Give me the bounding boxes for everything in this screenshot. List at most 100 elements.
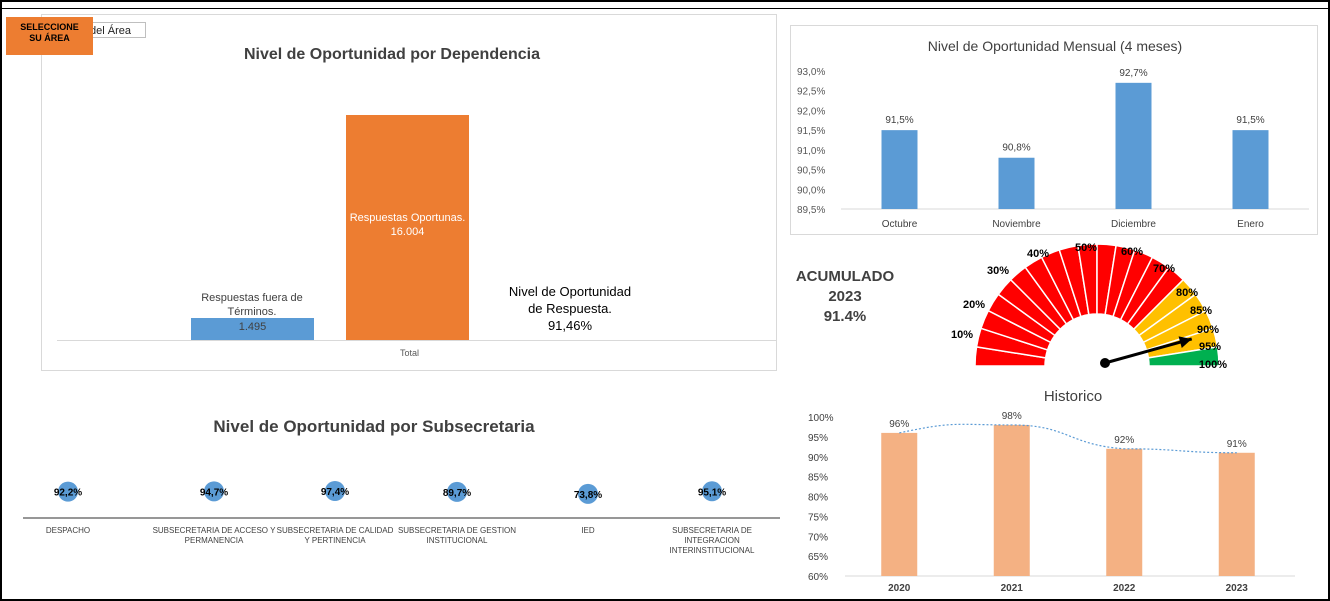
historico-chart-title: Historico [1044, 388, 1102, 405]
late-bar-label: Respuestas fuera de Términos. [182, 291, 322, 319]
historico-y-tick: 100% [808, 413, 834, 424]
historico-bar [1106, 448, 1143, 576]
dependencia-chart-title: Nivel de Oportunidad por Dependencia [243, 46, 541, 63]
gauge-tick-label: 80% [1176, 287, 1198, 299]
subsecretaria-value-label: 94,7% [200, 487, 228, 498]
subsecretaria-category-label: SUBSECRETARIA DE [672, 526, 752, 535]
historico-chart-panel: Historico 60% 65% 70% 75% 80% 85% 90% 95% 100% 96%… [800, 380, 1300, 598]
monthly-bar-label: 90,8% [1002, 143, 1030, 154]
level-label-line1: Nivel de Oportunidad [508, 284, 632, 299]
gauge-chart: 10% 20% 30% 40% 50% 60% 70%80% 85% 90% 95% 100% [951, 242, 1227, 371]
historico-bar-label: 92% [1114, 435, 1134, 446]
monthly-chart-panel: Nivel de Oportunidad Mensual (4 meses) 89… [790, 25, 1318, 235]
historico-x-label: 2023 [1226, 583, 1249, 594]
monthly-x-label: Diciembre [1111, 219, 1156, 230]
subsecretaria-dot [204, 481, 224, 502]
subsecretaria-dot [702, 481, 722, 502]
historico-y-tick: 70% [808, 532, 828, 543]
subsecretaria-category-label: INTERINSTITUCIONAL [670, 546, 755, 555]
dependencia-category-label: Total [399, 348, 419, 358]
monthly-y-tick: 92,0% [797, 106, 825, 117]
ontime-bar-label: Respuestas Oportunas. 16.004 [341, 211, 474, 239]
subsecretaria-dot [325, 481, 345, 501]
ontime-label: Respuestas Oportunas. [349, 212, 466, 224]
subsecretaria-category-label: INTEGRACION [684, 536, 740, 545]
gauge-needle-arrow [1178, 336, 1192, 348]
monthly-y-tick: 90,0% [797, 185, 825, 196]
gauge-needle-hub [1100, 358, 1110, 368]
subsecretaria-category-label: Y PERTINENCIA [304, 536, 366, 545]
gauge-tick-label: 20% [963, 299, 985, 311]
historico-bar [1218, 452, 1255, 576]
gauge-tick-label: 10% [951, 329, 973, 341]
late-label-line2: Términos. [227, 306, 277, 318]
monthly-bar [998, 157, 1035, 209]
gauge-segment [1147, 346, 1220, 367]
monthly-bar [1115, 82, 1152, 209]
gauge-tick-label: 50% [1075, 242, 1097, 254]
monthly-chart: Nivel de Oportunidad Mensual (4 meses) 89… [797, 38, 1309, 230]
monthly-y-tick: 91,0% [797, 146, 825, 157]
historico-x-label: 2022 [1113, 583, 1136, 594]
monthly-bar-label: 91,5% [885, 115, 913, 126]
ontime-value: 16.004 [390, 226, 425, 238]
late-bar [191, 318, 314, 340]
subsecretaria-chart-title: Nivel de Oportunidad por Subsecretaria [213, 417, 535, 436]
select-area-button[interactable]: SELECCIONE SU ÁREA [6, 17, 93, 55]
historico-y-tick: 65% [808, 552, 828, 563]
historico-trendline [899, 423, 1237, 454]
historico-bar [881, 432, 918, 576]
level-value: 91,46% [547, 318, 593, 333]
historico-x-label: 2021 [1001, 583, 1024, 594]
monthly-bar-label: 92,7% [1119, 68, 1147, 79]
select-area-label-line2: SU ÁREA [29, 33, 70, 43]
subsecretaria-category-label: DESPACHO [46, 526, 90, 535]
gauge-tick-label: 85% [1190, 305, 1212, 317]
subsecretaria-category-label: IED [581, 526, 595, 535]
subsecretaria-dot [58, 481, 78, 502]
historico-y-tick: 75% [808, 512, 828, 523]
subsecretaria-category-label: SUBSECRETARIA DE GESTION [398, 526, 516, 535]
subsecretaria-value-label: 95,1% [698, 487, 726, 498]
top-divider [0, 8, 1330, 9]
historico-x-label: 2020 [888, 583, 911, 594]
monthly-chart-title: Nivel de Oportunidad Mensual (4 meses) [928, 38, 1182, 54]
monthly-bar [1232, 130, 1269, 209]
monthly-y-tick: 90,5% [797, 166, 825, 177]
subsecretaria-value-label: 73,8% [574, 490, 602, 501]
area-select-field[interactable]: del Área [86, 22, 146, 38]
subsecretaria-value-label: 92,2% [54, 488, 82, 499]
gauge-tick-label: 100% [1199, 359, 1227, 371]
historico-y-tick: 85% [808, 473, 828, 484]
gauge-tick-label: 60% [1121, 246, 1143, 258]
monthly-x-label: Noviembre [992, 219, 1041, 230]
monthly-x-label: Octubre [882, 219, 918, 230]
acumulado-label: ACUMULADO [795, 268, 895, 285]
gauge-tick-label: 90% [1197, 324, 1219, 336]
monthly-bar [881, 130, 918, 209]
subsecretaria-dot [447, 481, 467, 502]
dependencia-axis-line [57, 340, 777, 341]
monthly-y-tick: 92,5% [797, 87, 825, 98]
historico-bar-label: 91% [1227, 439, 1247, 450]
gauge-tick-label: 70% [1153, 263, 1175, 275]
subsecretaria-category-label: PERMANENCIA [185, 536, 244, 545]
subsecretaria-category-label: SUBSECRETARIA DE ACCESO Y [153, 526, 277, 535]
subsecretaria-chart: 92,2% DESPACHO 94,7% SUBSECRETARIA DE ACCES… [23, 481, 780, 555]
subsecretaria-category-label: INSTITUCIONAL [427, 536, 488, 545]
subsecretaria-value-label: 97,4% [321, 487, 349, 498]
gauge-tick-label: 40% [1027, 248, 1049, 260]
monthly-x-label: Enero [1237, 219, 1264, 230]
late-bar-value: 1.495 [238, 321, 267, 333]
monthly-bar-label: 91,5% [1236, 115, 1264, 126]
historico-bar [993, 424, 1030, 576]
level-label: Nivel de Oportunidad de Respuesta. 91,46… [490, 283, 650, 334]
historico-bar-label: 98% [1002, 411, 1022, 422]
subsecretaria-value-label: 89,7% [443, 488, 471, 499]
historico-y-tick: 90% [808, 453, 828, 464]
select-area-label-line1: SELECCIONE [20, 22, 79, 32]
dependencia-chart-panel: Nivel de Oportunidad por Dependencia Res… [41, 14, 777, 371]
ontime-bar [346, 115, 469, 340]
historico-y-tick: 60% [808, 572, 828, 583]
